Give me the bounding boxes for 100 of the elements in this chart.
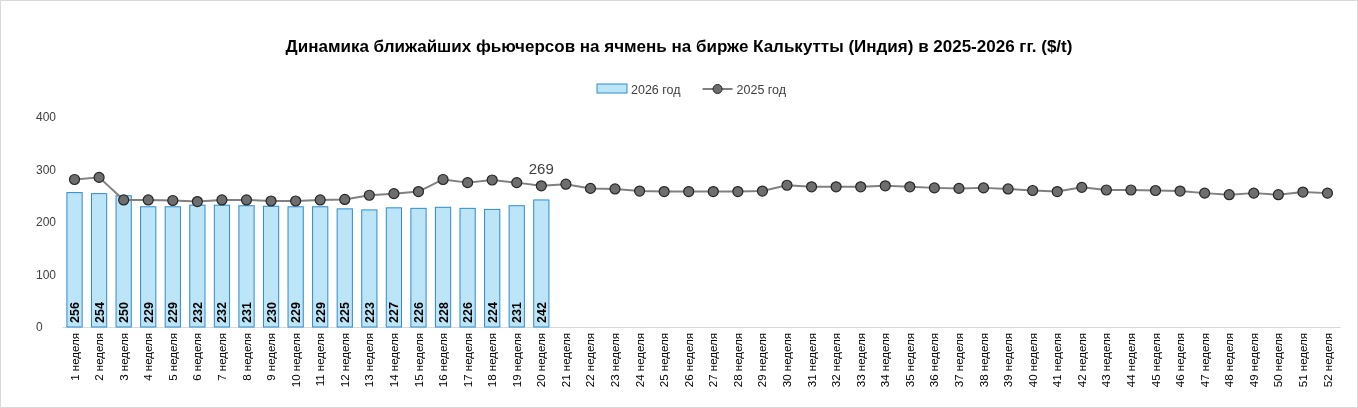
point — [339, 193, 351, 206]
x-tick-label: 23 неделя — [609, 333, 622, 388]
x-tick-label: 46 неделя — [1174, 333, 1187, 388]
point — [1002, 183, 1014, 195]
point — [1125, 184, 1137, 196]
point — [609, 183, 621, 195]
point — [363, 189, 375, 201]
point — [904, 181, 916, 193]
bar — [533, 199, 550, 328]
x-tick-label: 8 неделя — [240, 333, 253, 381]
bar — [238, 205, 255, 328]
y-tick-label: 400 — [36, 110, 57, 125]
point — [855, 181, 867, 193]
bar — [459, 207, 476, 328]
x-tick-label: 5 неделя — [166, 333, 179, 381]
bar — [287, 206, 304, 328]
data-label: 254 — [92, 302, 107, 323]
x-tick-label: 27 неделя — [707, 333, 720, 388]
data-label: 229 — [141, 302, 156, 323]
x-tick-label: 52 неделя — [1321, 333, 1334, 388]
bar — [66, 192, 83, 328]
point — [756, 185, 769, 197]
point — [314, 194, 326, 206]
data-label: 256 — [68, 302, 83, 323]
x-tick-label: 44 неделя — [1124, 333, 1137, 388]
point — [683, 185, 695, 198]
x-tick-label: 3 неделя — [117, 333, 130, 381]
x-tick-label: 21 неделя — [559, 333, 572, 388]
x-tick-label: 48 неделя — [1223, 333, 1236, 388]
data-label: 229 — [289, 302, 304, 323]
data-label: 231 — [510, 302, 525, 323]
data-label: 232 — [215, 302, 230, 323]
point — [1248, 187, 1260, 199]
point — [118, 194, 130, 206]
x-tick-label: 26 неделя — [682, 333, 695, 388]
x-tick-label: 19 неделя — [510, 333, 523, 388]
data-label: 228 — [436, 302, 451, 323]
x-tick-label: 29 неделя — [756, 333, 769, 388]
x-tick-label: 24 неделя — [633, 333, 646, 388]
x-tick-label: 18 неделя — [486, 333, 499, 388]
data-label: 230 — [264, 302, 279, 323]
x-tick-label: 4 неделя — [142, 333, 155, 381]
data-label: 225 — [338, 302, 353, 323]
legend-label: 2025 год — [736, 82, 787, 97]
point — [584, 182, 597, 194]
point — [1174, 185, 1186, 197]
data-label: 229 — [313, 302, 328, 323]
x-tick-label: 43 неделя — [1100, 333, 1113, 388]
point — [1149, 184, 1162, 197]
bar — [385, 207, 403, 328]
bar — [115, 195, 132, 328]
bar — [213, 204, 231, 328]
point — [658, 185, 670, 198]
point — [560, 178, 572, 190]
point — [265, 195, 277, 207]
point — [412, 185, 425, 198]
y-tick-label: 0 — [36, 320, 43, 335]
x-tick-label: 45 неделя — [1149, 333, 1162, 388]
x-tick-label: 17 неделя — [461, 333, 474, 388]
x-tick-label: 6 неделя — [191, 333, 204, 381]
x-tick-label: 50 неделя — [1272, 333, 1285, 388]
point — [977, 182, 990, 194]
x-tick-label: 12 неделя — [338, 333, 351, 388]
point — [1076, 181, 1088, 193]
data-label: 269 — [528, 159, 554, 177]
point — [462, 177, 474, 189]
x-tick-label: 33 неделя — [854, 333, 867, 388]
x-tick-label: 41 неделя — [1051, 333, 1064, 388]
data-label: 226 — [411, 302, 426, 323]
point — [68, 173, 81, 186]
x-tick-label: 34 неделя — [879, 333, 892, 388]
x-tick-label: 14 неделя — [387, 333, 400, 388]
point — [1199, 187, 1211, 199]
y-tick-label: 100 — [36, 267, 57, 282]
bar — [90, 193, 108, 328]
bar — [484, 208, 501, 328]
point — [388, 188, 400, 200]
point — [142, 194, 154, 206]
data-label: 226 — [461, 302, 476, 323]
x-tick-label: 9 неделя — [265, 333, 278, 381]
bar — [410, 207, 427, 328]
data-label: 224 — [485, 302, 500, 323]
x-tick-label: 51 неделя — [1296, 333, 1309, 388]
data-label: 227 — [387, 302, 402, 323]
point — [437, 173, 449, 186]
data-label: 250 — [117, 302, 132, 323]
point — [953, 182, 965, 194]
x-tick-label: 49 неделя — [1247, 333, 1260, 388]
point — [511, 177, 523, 189]
point — [486, 174, 498, 186]
x-tick-label: 11 неделя — [314, 333, 327, 387]
x-tick-label: 31 неделя — [805, 333, 818, 388]
x-tick-label: 40 неделя — [1026, 333, 1039, 388]
x-tick-label: 16 неделя — [437, 333, 450, 388]
bar — [312, 206, 329, 328]
point — [781, 179, 793, 191]
x-tick-label: 47 неделя — [1198, 333, 1211, 388]
data-label: 232 — [190, 302, 205, 323]
bar — [508, 205, 525, 328]
point — [805, 181, 818, 193]
